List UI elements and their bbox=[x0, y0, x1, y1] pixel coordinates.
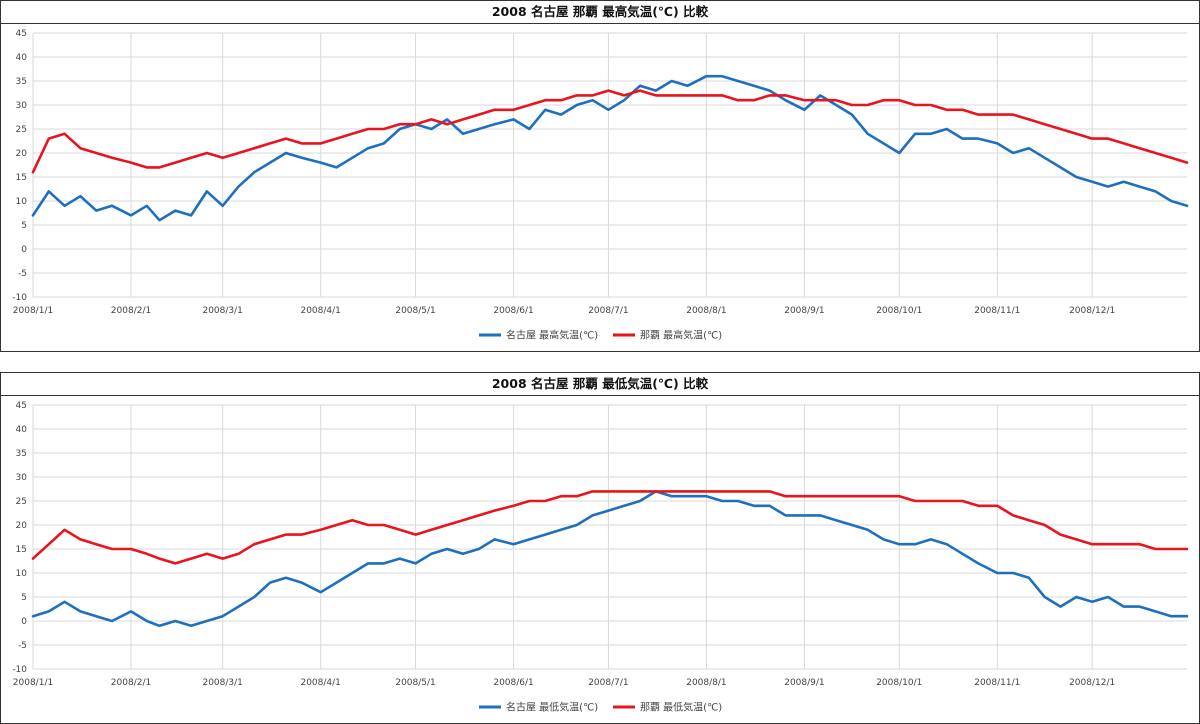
y-tick-label: 10 bbox=[16, 197, 28, 207]
x-tick-label: 2008/4/1 bbox=[300, 306, 340, 316]
y-tick-label: 40 bbox=[16, 53, 28, 63]
y-tick-label: 20 bbox=[16, 521, 28, 531]
x-tick-label: 2008/9/1 bbox=[784, 678, 824, 688]
x-tick-label: 2008/5/1 bbox=[395, 678, 435, 688]
y-tick-label: 5 bbox=[21, 221, 27, 231]
y-tick-label: 0 bbox=[21, 617, 27, 627]
series-line-0 bbox=[31, 490, 1189, 628]
legend-label: 那覇 最高気温(℃) bbox=[640, 329, 722, 342]
series-line-0 bbox=[31, 74, 1189, 222]
y-tick-label: -10 bbox=[12, 665, 27, 675]
chart-title: 2008 名古屋 那覇 最低気温(℃) 比較 bbox=[1, 373, 1199, 396]
chart-title: 2008 名古屋 那覇 最高気温(℃) 比較 bbox=[1, 1, 1199, 24]
y-tick-label: 20 bbox=[16, 149, 28, 159]
min-temp-chart-panel: 2008 名古屋 那覇 最低気温(℃) 比較 -10 -5 0 5 10 15 20 25 30… bbox=[0, 372, 1200, 724]
x-tick-label: 2008/10/1 bbox=[876, 306, 922, 316]
x-tick-label: 2008/12/1 bbox=[1069, 678, 1115, 688]
x-tick-label: 2008/1/1 bbox=[13, 678, 53, 688]
series-line-1 bbox=[31, 490, 1189, 565]
x-tick-label: 2008/6/1 bbox=[493, 306, 533, 316]
y-tick-label: 15 bbox=[16, 173, 27, 183]
y-tick-label: 10 bbox=[16, 569, 28, 579]
x-tick-label: 2008/2/1 bbox=[111, 678, 151, 688]
y-tick-label: 35 bbox=[16, 77, 27, 87]
x-tick-label: 2008/7/1 bbox=[588, 678, 628, 688]
x-tick-label: 2008/10/1 bbox=[876, 678, 922, 688]
y-tick-label: 45 bbox=[16, 401, 27, 411]
y-tick-label: 0 bbox=[21, 245, 27, 255]
max-temp-chart-panel: 2008 名古屋 那覇 最高気温(℃) 比較 -10 -5 0 5 10 15 20 25 30… bbox=[0, 0, 1200, 352]
x-tick-label: 2008/7/1 bbox=[588, 306, 628, 316]
x-tick-label: 2008/4/1 bbox=[300, 678, 340, 688]
y-tick-label: -10 bbox=[12, 293, 27, 303]
y-tick-label: 45 bbox=[16, 29, 27, 39]
x-tick-label: 2008/11/1 bbox=[974, 306, 1020, 316]
x-tick-label: 2008/8/1 bbox=[686, 678, 726, 688]
x-tick-label: 2008/5/1 bbox=[395, 306, 435, 316]
y-tick-label: -5 bbox=[18, 269, 27, 279]
legend-label: 那覇 最低気温(℃) bbox=[640, 701, 722, 714]
x-tick-label: 2008/12/1 bbox=[1069, 306, 1115, 316]
x-tick-label: 2008/3/1 bbox=[202, 678, 242, 688]
x-tick-label: 2008/8/1 bbox=[686, 306, 726, 316]
x-tick-label: 2008/1/1 bbox=[13, 306, 53, 316]
y-tick-label: 30 bbox=[16, 473, 28, 483]
x-tick-label: 2008/9/1 bbox=[784, 306, 824, 316]
x-tick-label: 2008/2/1 bbox=[111, 306, 151, 316]
y-tick-label: 40 bbox=[16, 425, 28, 435]
y-tick-label: 25 bbox=[16, 497, 27, 507]
x-tick-label: 2008/6/1 bbox=[493, 678, 533, 688]
legend-label: 名古屋 最高気温(℃) bbox=[506, 329, 598, 342]
y-tick-label: -5 bbox=[18, 641, 27, 651]
y-tick-label: 15 bbox=[16, 545, 27, 555]
y-tick-label: 35 bbox=[16, 449, 27, 459]
x-tick-label: 2008/11/1 bbox=[974, 678, 1020, 688]
min-temp-chart: -10 -5 0 5 10 15 20 25 30 35 40 45 2008/1/1 2008/2/1 2… bbox=[12, 401, 1189, 714]
series-line-1 bbox=[31, 89, 1189, 174]
legend-label: 名古屋 最低気温(℃) bbox=[506, 701, 598, 714]
max-temp-chart: -10 -5 0 5 10 15 20 25 30 35 40 45 2008/1/1 2008/2/1 2… bbox=[12, 29, 1189, 342]
y-tick-label: 5 bbox=[21, 593, 27, 603]
y-tick-label: 30 bbox=[16, 101, 28, 111]
x-tick-label: 2008/3/1 bbox=[202, 306, 242, 316]
y-tick-label: 25 bbox=[16, 125, 27, 135]
